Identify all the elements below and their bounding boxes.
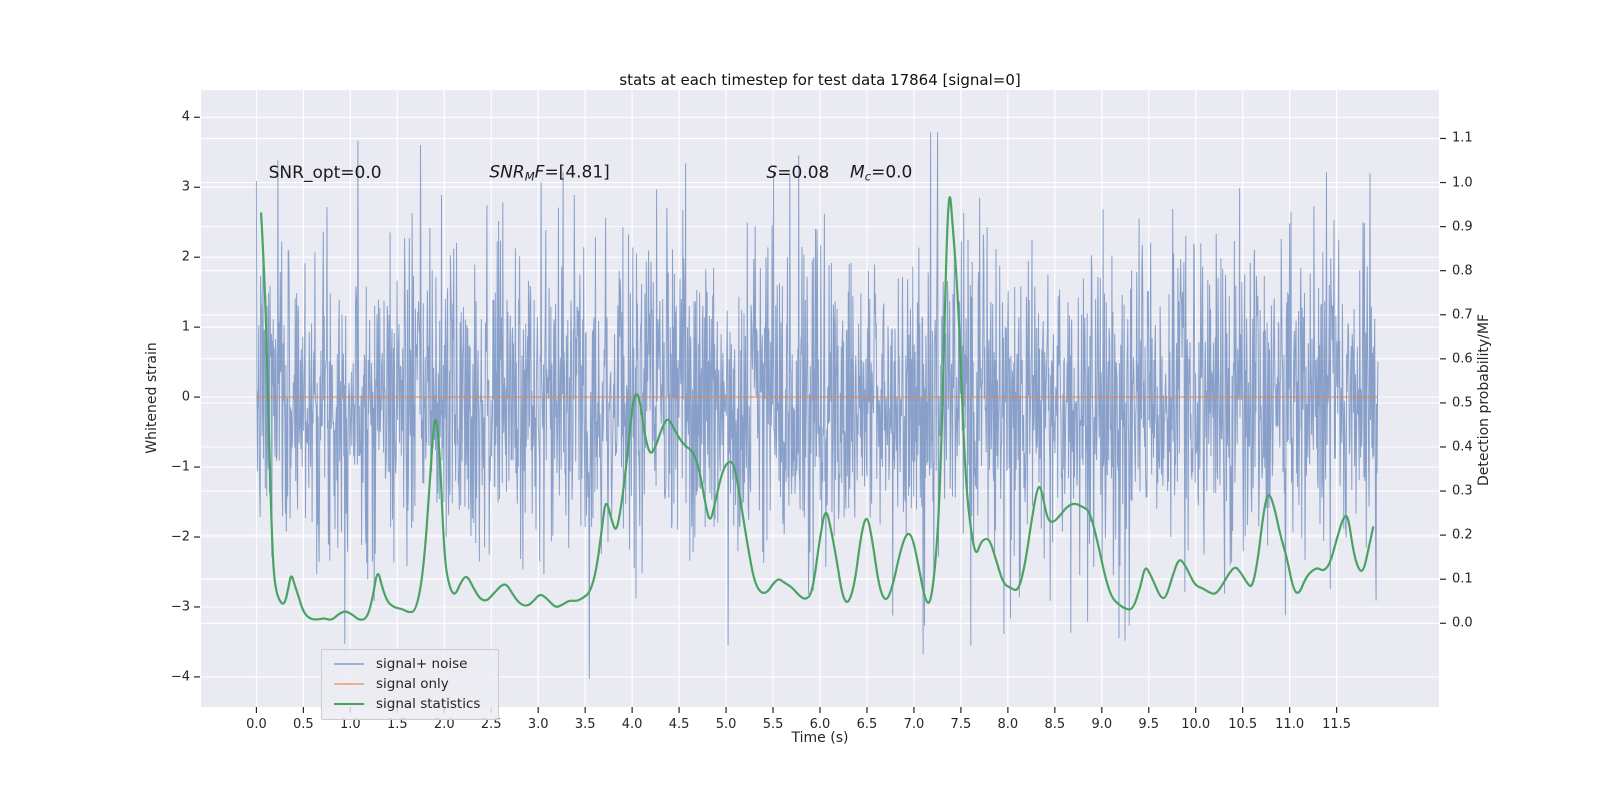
signal-plus-noise-line (255, 132, 1379, 679)
y-left-tick-label: −1 (170, 459, 190, 475)
x-tick-label: 9.5 (1138, 717, 1160, 732)
x-tick-label: 10.0 (1181, 717, 1211, 732)
legend-item-label: signal+ noise (376, 656, 468, 672)
x-tick-label: 0.0 (246, 717, 267, 732)
legend: signal+ noise signal only signal statistic… (321, 649, 499, 720)
annotation-text: SNRMF=[4.81] (489, 163, 609, 184)
annotation-segment: c (864, 169, 872, 184)
y-right-tick-label: 0.8 (1452, 263, 1473, 279)
x-tick-label: 4.5 (668, 717, 690, 732)
y-right-tick-label: 0.3 (1452, 483, 1473, 499)
x-tick-label: 11.5 (1322, 717, 1352, 732)
annotation-segment: SNR_opt=0.0 (268, 163, 382, 184)
y-right-tick-label: 1.0 (1452, 175, 1473, 191)
legend-item: signal only (322, 674, 498, 694)
legend-item-label: signal statistics (376, 696, 481, 712)
y-left-tick-label: 4 (181, 109, 190, 125)
x-tick-label: 3.5 (574, 717, 596, 732)
legend-item: signal statistics (322, 694, 498, 714)
x-tick-label: 8.0 (997, 717, 1019, 732)
x-tick-label: 6.5 (856, 717, 878, 732)
annotation-segment: M (524, 169, 535, 184)
legend-item: signal+ noise (322, 654, 498, 674)
annotation-text: S=0.08 (766, 163, 829, 183)
y-right-tick-label: 0.0 (1452, 615, 1473, 631)
x-tick-label: 7.0 (903, 717, 925, 732)
x-tick-label: 9.0 (1091, 717, 1113, 732)
x-tick-label: 6.0 (809, 717, 831, 732)
y-right-tick-label: 1.1 (1452, 130, 1473, 146)
y-left-tick-label: −4 (170, 669, 190, 685)
x-tick-label: 5.0 (715, 717, 737, 732)
x-axis-label: Time (s) (791, 730, 849, 746)
y-left-tick-label: 3 (181, 179, 190, 195)
annotation-segment: SNR (489, 162, 525, 183)
chart-title: stats at each timestep for test data 178… (619, 71, 1021, 89)
x-tick-label: 7.5 (950, 717, 972, 732)
y-left-tick-label: 1 (181, 319, 190, 335)
signal-statistics-line (260, 196, 1375, 621)
legend-line-sample-icon (334, 703, 364, 705)
x-tick-label: 5.5 (762, 717, 784, 732)
annotation-text: SNR_opt=0.0 (269, 163, 382, 183)
y-axis-right-label: Detection probability/MF (1476, 313, 1492, 487)
x-tick-label: 10.5 (1228, 717, 1258, 732)
x-tick-label: 8.5 (1044, 717, 1066, 732)
legend-item-label: signal only (376, 676, 449, 692)
x-tick-label: 1.5 (386, 717, 408, 732)
y-right-tick-label: 0.6 (1452, 351, 1473, 367)
x-tick-label: 0.5 (293, 717, 314, 732)
legend-line-sample-icon (334, 663, 364, 665)
x-tick-label: 2.5 (480, 717, 502, 732)
y-right-tick-label: 0.1 (1452, 571, 1473, 587)
x-tick-label: 4.0 (621, 717, 643, 732)
annotation-segment: =0.0 (871, 162, 913, 183)
y-right-tick-label: 0.7 (1452, 307, 1473, 323)
x-tick-label: 2.0 (433, 717, 455, 732)
annotation-segment: =0.08 (777, 163, 830, 184)
annotation-segment: S (766, 163, 778, 184)
y-left-tick-label: 0 (181, 389, 190, 405)
x-tick-label: 3.0 (527, 717, 549, 732)
y-left-tick-label: −2 (170, 529, 190, 545)
y-right-tick-label: 0.9 (1452, 219, 1473, 235)
y-right-tick-label: 0.5 (1452, 395, 1473, 411)
y-right-tick-label: 0.4 (1452, 439, 1473, 455)
legend-line-sample-icon (334, 683, 364, 685)
y-left-tick-label: −3 (170, 599, 190, 615)
x-tick-label: 11.0 (1275, 717, 1305, 732)
annotation-segment: M (850, 162, 865, 183)
annotation-segment: F (534, 162, 545, 183)
y-left-tick-label: 2 (181, 249, 190, 265)
annotation-text: Mc=0.0 (850, 163, 912, 184)
annotation-segment: =[4.81] (544, 162, 610, 183)
y-right-tick-label: 0.2 (1452, 527, 1473, 543)
x-tick-label: 1.0 (340, 717, 361, 732)
